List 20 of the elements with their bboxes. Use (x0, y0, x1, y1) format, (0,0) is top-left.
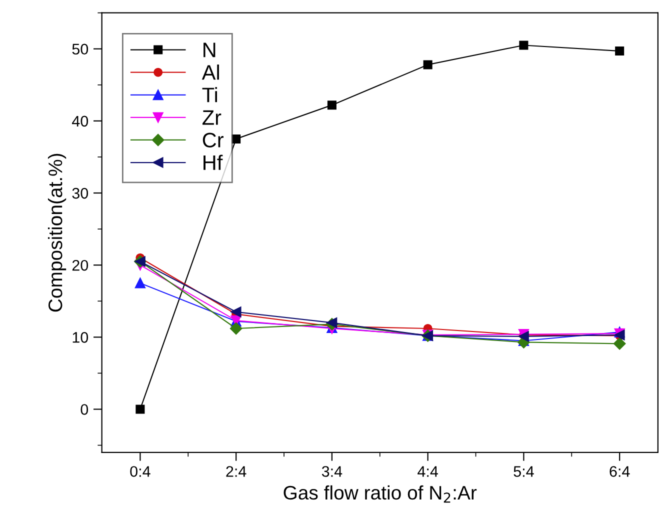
x-tick-label: 6:4 (610, 466, 630, 477)
y-tick-label: 50 (72, 44, 88, 55)
x-tick-label: 4:4 (418, 466, 438, 477)
legend-label: Hf (204, 154, 223, 170)
y-tick-label: 10 (72, 332, 88, 343)
x-tick-label: 0:4 (130, 466, 150, 477)
legend-label: N (204, 42, 216, 58)
legend-label: Cr (202, 132, 224, 148)
y-tick-label: 20 (72, 260, 88, 271)
x-tick-label: 3:4 (322, 466, 342, 477)
legend-label: Ti (202, 87, 218, 102)
x-axis-title: Gas flow ratio of N$_{2}$:Ar (284, 485, 477, 503)
y-tick-label: 40 (72, 116, 88, 127)
legend-label: Zr (202, 110, 222, 125)
y-tick-label: 30 (72, 188, 88, 199)
x-tick-label: 2:4 (226, 466, 246, 477)
legend-label: Al (202, 64, 219, 80)
x-tick-label: 5:4 (514, 466, 534, 477)
y-tick-label: 0 (80, 404, 88, 415)
y-axis-title: Composition(at.%) (48, 154, 66, 312)
